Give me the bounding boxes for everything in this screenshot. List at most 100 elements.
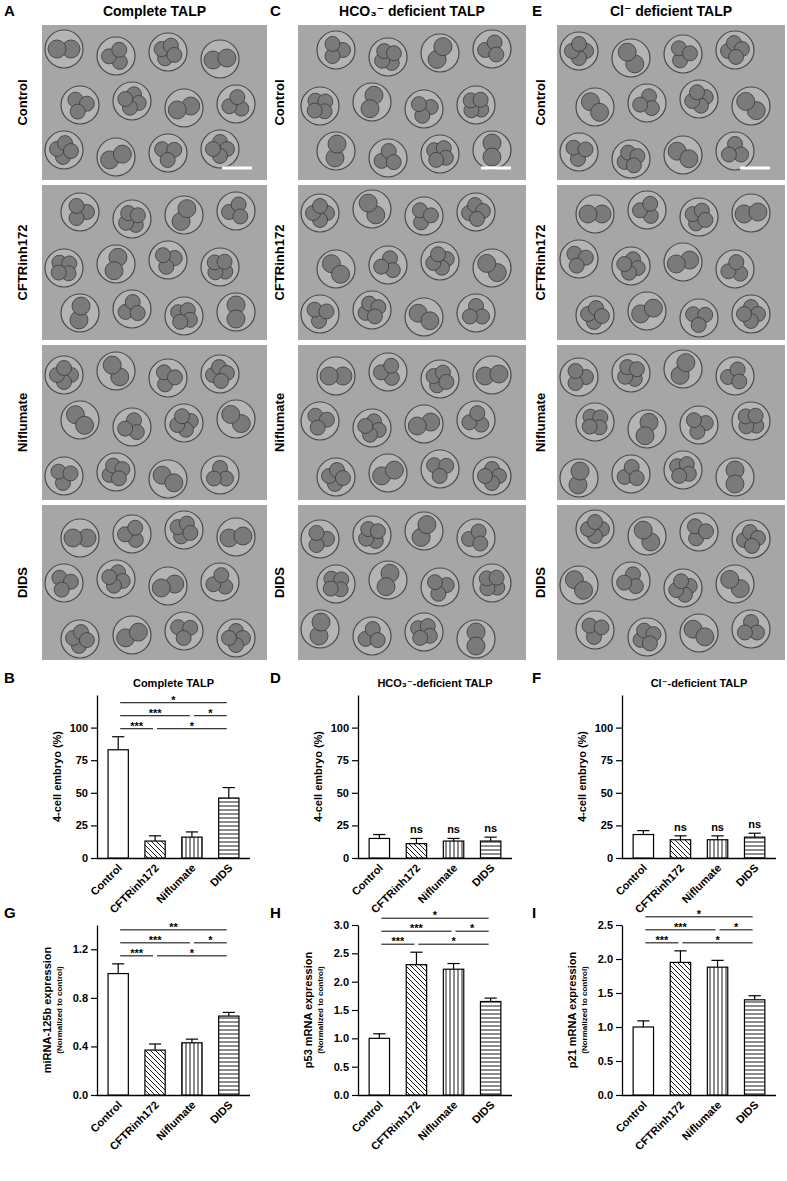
embryo bbox=[217, 192, 255, 230]
blastomere bbox=[227, 310, 245, 328]
embryo bbox=[576, 296, 614, 334]
zona bbox=[612, 354, 650, 392]
x-axis: ControlCFTRinh172NiflumateDIDS bbox=[613, 859, 776, 916]
zona bbox=[716, 458, 754, 496]
plot-area bbox=[369, 835, 501, 858]
significance-label: ** bbox=[169, 921, 178, 933]
zona bbox=[149, 33, 187, 71]
error-bar bbox=[223, 1012, 235, 1016]
embryo bbox=[732, 520, 770, 558]
blastomere bbox=[178, 200, 196, 218]
y-tick-mark bbox=[91, 858, 97, 859]
blastomere bbox=[70, 104, 85, 119]
embryo bbox=[97, 138, 135, 176]
embryo bbox=[201, 130, 239, 168]
zona bbox=[217, 192, 255, 230]
blastomere bbox=[691, 317, 706, 332]
panel-letter: A bbox=[4, 2, 15, 19]
zona bbox=[732, 520, 770, 558]
x-tick-label: DIDS bbox=[733, 862, 760, 889]
embryo bbox=[45, 30, 83, 68]
embryo bbox=[353, 190, 391, 228]
y-tick-label: 75 bbox=[601, 754, 613, 766]
row-label: Control bbox=[272, 79, 287, 125]
blastomere bbox=[325, 36, 340, 51]
error-bar bbox=[149, 836, 161, 841]
y-tick-mark bbox=[91, 949, 97, 950]
zona bbox=[353, 516, 391, 554]
blastomere bbox=[222, 630, 237, 645]
zona bbox=[612, 39, 650, 77]
x-tick-label: CFTRinh172 bbox=[107, 1099, 161, 1153]
y-tick-mark bbox=[91, 825, 97, 826]
background bbox=[0, 0, 787, 1181]
embryo bbox=[457, 193, 495, 231]
y-tick-label: 0.4 bbox=[73, 1040, 89, 1052]
y-tick: 0.4 bbox=[73, 1040, 97, 1052]
zona bbox=[149, 567, 187, 605]
blastomere bbox=[728, 49, 743, 64]
blastomere bbox=[467, 637, 485, 655]
embryo bbox=[421, 242, 459, 280]
zona bbox=[680, 80, 718, 118]
y-tick-mark bbox=[352, 858, 358, 859]
error-bar bbox=[711, 836, 723, 840]
embryo bbox=[165, 196, 203, 234]
y-tick: 1.0 bbox=[334, 1032, 358, 1044]
y-tick-mark bbox=[352, 925, 358, 926]
embryo bbox=[201, 355, 239, 393]
zona bbox=[317, 458, 355, 496]
y-axis-title: miRNA-125b expression bbox=[41, 946, 53, 1073]
zona bbox=[421, 450, 459, 488]
blastomere bbox=[152, 579, 170, 597]
y-axis: 0255075100 bbox=[595, 696, 623, 865]
zona bbox=[664, 350, 702, 388]
bar bbox=[369, 1038, 389, 1095]
x-axis: ControlCFTRinh172NiflumateDIDS bbox=[349, 1096, 512, 1153]
y-tick: 2.0 bbox=[334, 976, 358, 988]
embryo bbox=[113, 616, 151, 654]
blastomere bbox=[130, 208, 145, 223]
blastomere bbox=[642, 636, 657, 651]
significance-label: * bbox=[451, 935, 456, 947]
blastomere bbox=[358, 419, 373, 434]
embryo bbox=[201, 456, 239, 494]
embryo bbox=[612, 455, 650, 493]
y-tick-label: 2.5 bbox=[334, 947, 349, 959]
photo bbox=[557, 505, 785, 660]
y-tick: 50 bbox=[76, 787, 97, 799]
image-grid: AComplete TALPControlCFTRinh172Niflumate… bbox=[4, 2, 785, 660]
zona bbox=[716, 31, 754, 69]
blastomere bbox=[176, 630, 191, 645]
y-axis: 0.00.51.01.52.02.53.0 bbox=[334, 919, 359, 1101]
row-label: Niflumate bbox=[533, 393, 548, 452]
zona bbox=[732, 402, 770, 440]
embryo bbox=[317, 458, 355, 496]
error-bar bbox=[711, 960, 723, 967]
zona bbox=[612, 455, 650, 493]
x-tick: Control bbox=[613, 1099, 649, 1135]
zona bbox=[612, 247, 650, 285]
blastomere bbox=[672, 468, 687, 483]
photo bbox=[557, 185, 785, 340]
blastomere bbox=[319, 304, 334, 319]
x-tick: DIDS bbox=[208, 862, 235, 889]
y-axis: 0255075100 bbox=[70, 696, 98, 865]
zona bbox=[317, 132, 355, 170]
blastomere bbox=[588, 515, 603, 530]
zona bbox=[353, 409, 391, 447]
blastomere bbox=[667, 255, 685, 273]
zona bbox=[301, 402, 339, 440]
zona bbox=[576, 296, 614, 334]
y-tick-label: 50 bbox=[337, 787, 349, 799]
zona bbox=[716, 565, 754, 603]
y-tick-label: 25 bbox=[337, 819, 349, 831]
error-bar bbox=[410, 838, 422, 843]
error-bar bbox=[186, 832, 198, 837]
zona bbox=[473, 249, 511, 287]
bar bbox=[219, 798, 239, 858]
blastomere bbox=[173, 314, 188, 329]
zona bbox=[165, 196, 203, 234]
embryo bbox=[473, 564, 511, 602]
zona bbox=[421, 242, 459, 280]
